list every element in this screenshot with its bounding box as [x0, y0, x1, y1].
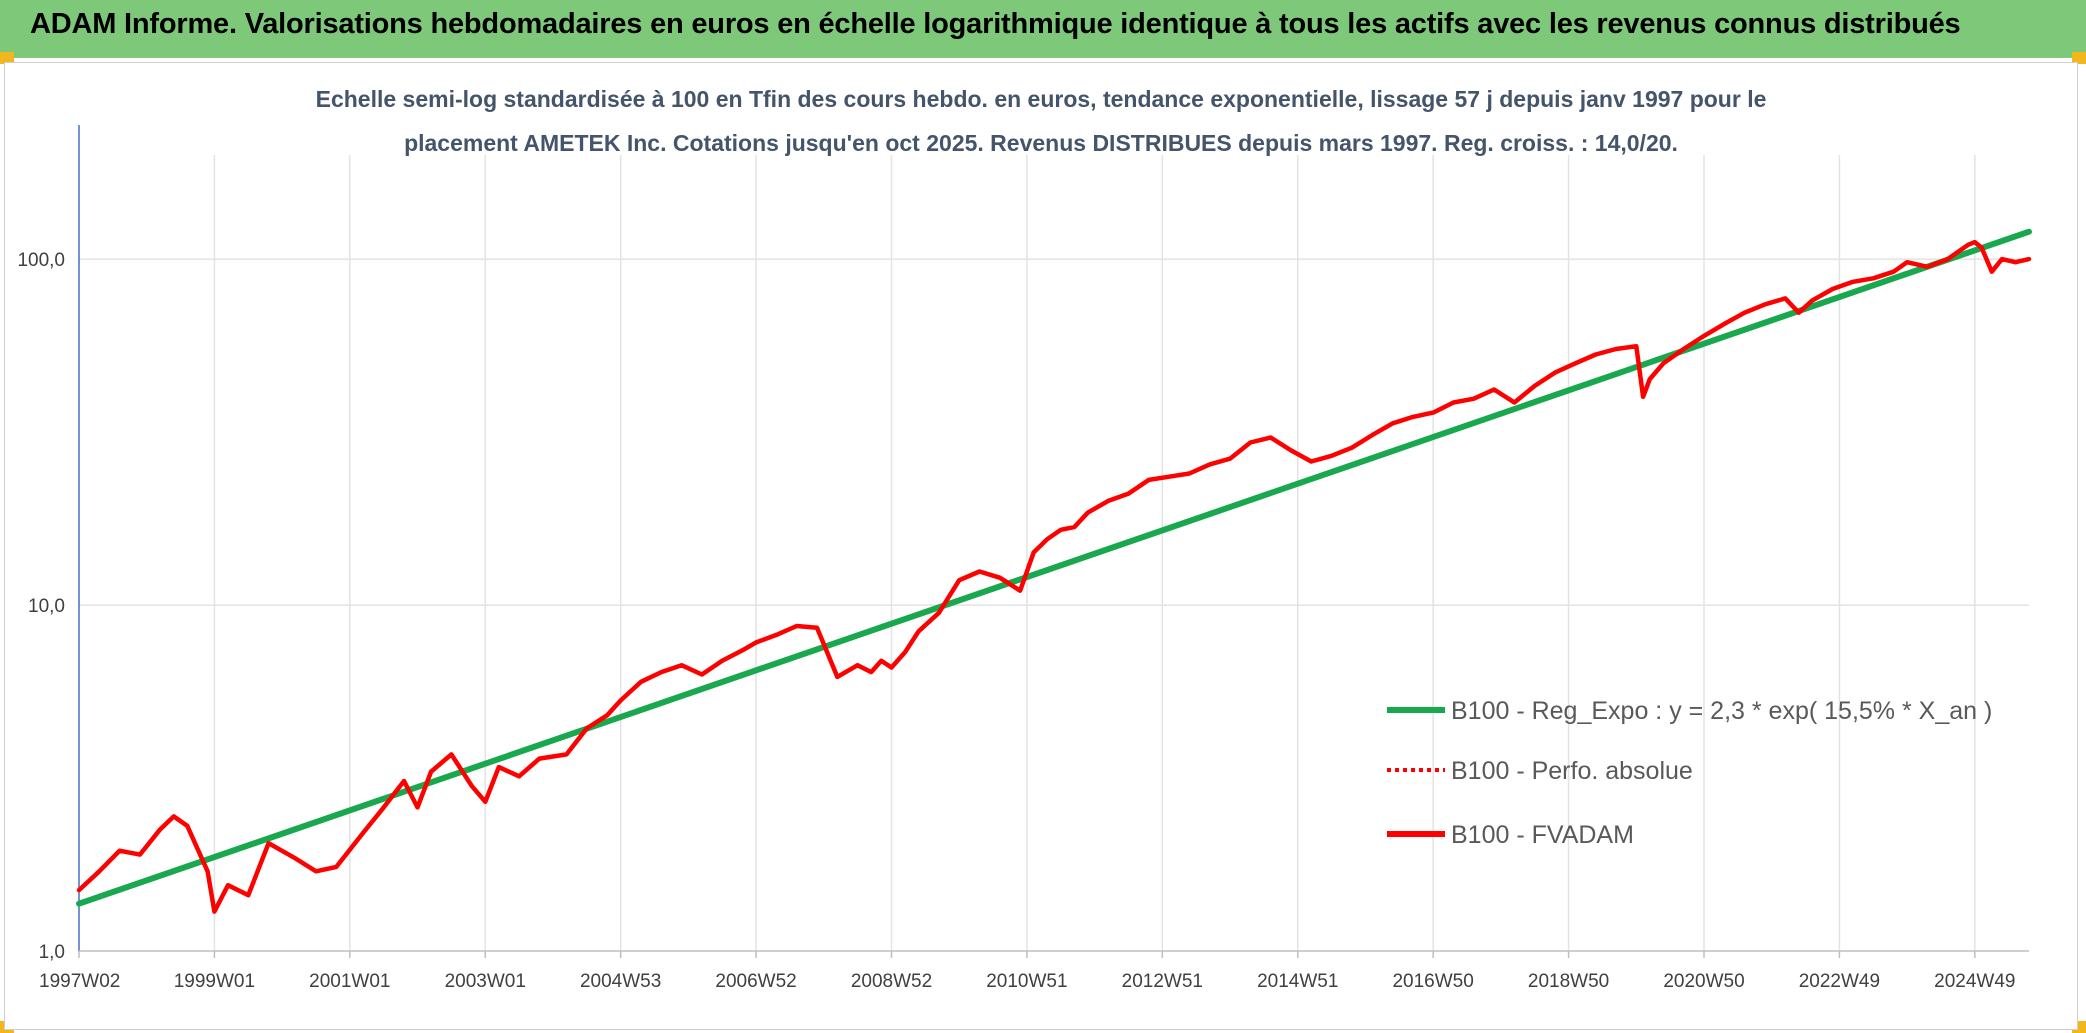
x-tick-label: 2001W01 [309, 971, 390, 992]
legend-label-fvadam: B100 - FVADAM [1451, 821, 1634, 849]
chart: Echelle semi-log standardisée à 100 en T… [17, 86, 2032, 992]
legend-item-perfo: B100 - Perfo. absolue [1387, 757, 1693, 785]
y-tick-label: 1,0 [39, 942, 65, 963]
x-tick-label: 2006W52 [715, 971, 796, 992]
x-tick-label: 2024W49 [1934, 971, 2015, 992]
x-tick-label: 2022W49 [1799, 971, 1880, 992]
chart-subtitle-line-2: placement AMETEK Inc. Cotations jusqu'en… [404, 130, 1678, 156]
series-trend-line [76, 228, 2032, 907]
x-tick-labels: 1997W02 1999W01 2001W01 2003W01 2004W53 2006W… [39, 971, 2016, 992]
y-tick-label: 10,0 [28, 596, 65, 617]
chart-subtitle-line-1: Echelle semi-log standardisée à 100 en T… [316, 86, 1767, 112]
legend-label-trend: B100 - Reg_Expo : y = 2,3 * exp( 15,5% *… [1451, 697, 1992, 725]
x-gridlines [78, 155, 1976, 958]
x-tick-label: 2010W51 [986, 971, 1067, 992]
plot-series [76, 228, 2032, 914]
corner-marker-top-left [0, 52, 14, 64]
legend-item-trend: B100 - Reg_Expo : y = 2,3 * exp( 15,5% *… [1387, 697, 1992, 725]
x-tick-label: 2003W01 [445, 971, 526, 992]
legend-label-perfo: B100 - Perfo. absolue [1451, 757, 1693, 785]
x-tick-label: 2014W51 [1257, 971, 1338, 992]
legend-item-fvadam: B100 - FVADAM [1387, 821, 1634, 849]
report-banner: ADAM Informe. Valorisations hebdomadaire… [0, 0, 2086, 58]
y-gridlines [79, 258, 2029, 606]
series-fvadam-line [76, 239, 2032, 914]
x-tick-label: 1997W02 [39, 971, 120, 992]
x-tick-label: 1999W01 [174, 971, 255, 992]
x-tick-label: 2008W52 [851, 971, 932, 992]
y-tick-labels: 1,0 10,0 100,0 [17, 250, 65, 963]
x-tick-label: 2020W50 [1663, 971, 1744, 992]
x-tick-label: 2004W53 [580, 971, 661, 992]
corner-marker-top-right [2072, 52, 2086, 64]
legend: B100 - Reg_Expo : y = 2,3 * exp( 15,5% *… [1387, 697, 1992, 849]
x-tick-label: 2012W51 [1122, 971, 1203, 992]
y-tick-label: 100,0 [17, 250, 65, 271]
x-tick-label: 2018W50 [1528, 971, 1609, 992]
x-tick-label: 2016W50 [1392, 971, 1473, 992]
report-title: ADAM Informe. Valorisations hebdomadaire… [30, 8, 1961, 40]
chart-panel: Echelle semi-log standardisée à 100 en T… [4, 62, 2078, 1030]
